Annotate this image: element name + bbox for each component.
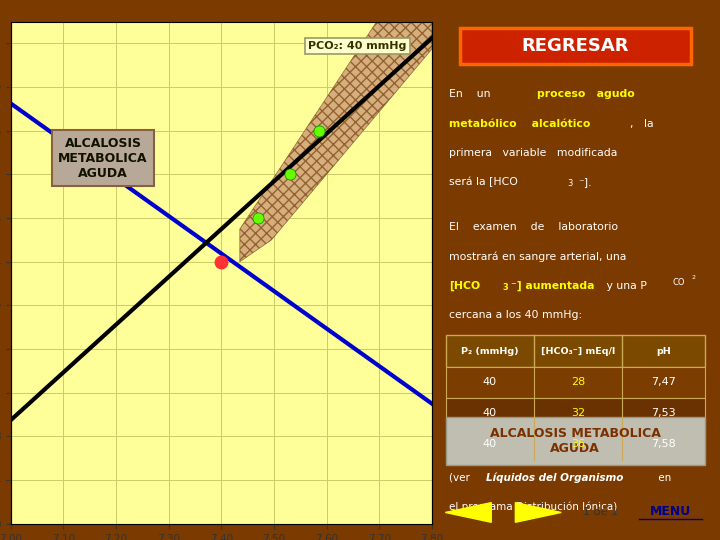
Text: 3: 3 bbox=[567, 179, 572, 188]
Text: mostrará en sangre arterial, una: mostrará en sangre arterial, una bbox=[449, 252, 626, 262]
Text: ALCALOSIS
METABOLICA
AGUDA: ALCALOSIS METABOLICA AGUDA bbox=[58, 137, 148, 180]
Text: 7,53: 7,53 bbox=[651, 408, 675, 418]
Text: proceso   agudo: proceso agudo bbox=[537, 90, 634, 99]
Polygon shape bbox=[445, 503, 491, 522]
Text: 40: 40 bbox=[483, 408, 497, 418]
Text: MENU: MENU bbox=[650, 504, 691, 517]
Text: (ver: (ver bbox=[449, 472, 473, 483]
Polygon shape bbox=[240, 22, 432, 262]
Text: 2: 2 bbox=[692, 275, 696, 280]
Text: 32: 32 bbox=[571, 408, 585, 418]
Text: metabólico    alcalótico: metabólico alcalótico bbox=[449, 118, 590, 129]
Text: ⁻] aumentada: ⁻] aumentada bbox=[511, 281, 595, 291]
Text: 7,58: 7,58 bbox=[651, 440, 675, 449]
FancyBboxPatch shape bbox=[446, 398, 705, 429]
FancyBboxPatch shape bbox=[446, 335, 705, 367]
Text: el programa Distribución Iónica): el programa Distribución Iónica) bbox=[449, 502, 617, 512]
Text: ALCALOSIS METABOLICA
AGUDA: ALCALOSIS METABOLICA AGUDA bbox=[490, 427, 661, 455]
Text: [HCO: [HCO bbox=[449, 281, 480, 291]
Text: 40: 40 bbox=[483, 377, 497, 387]
Text: pH: pH bbox=[656, 347, 670, 355]
FancyBboxPatch shape bbox=[446, 417, 705, 465]
Text: Líquidos del Organismo: Líquidos del Organismo bbox=[486, 472, 624, 483]
Text: PCO₂: 40 mmHg: PCO₂: 40 mmHg bbox=[308, 41, 407, 51]
Polygon shape bbox=[516, 503, 561, 522]
Text: 3: 3 bbox=[503, 283, 508, 292]
Text: cercana a los 40 mmHg:: cercana a los 40 mmHg: bbox=[449, 310, 582, 320]
Text: y una P: y una P bbox=[603, 281, 647, 291]
FancyBboxPatch shape bbox=[460, 28, 690, 64]
Text: El    examen    de    laboratorio: El examen de laboratorio bbox=[449, 222, 618, 233]
Text: será la [HCO: será la [HCO bbox=[449, 177, 518, 187]
Text: [HCO₃⁻] mEq/l: [HCO₃⁻] mEq/l bbox=[541, 347, 615, 355]
Text: P₂ (mmHg): P₂ (mmHg) bbox=[461, 347, 519, 355]
Text: 7,47: 7,47 bbox=[651, 377, 675, 387]
Text: 28: 28 bbox=[571, 377, 585, 387]
FancyBboxPatch shape bbox=[446, 367, 705, 398]
Text: REGRESAR: REGRESAR bbox=[521, 37, 629, 55]
Text: 40: 40 bbox=[483, 440, 497, 449]
Text: En    un: En un bbox=[449, 90, 504, 99]
Text: ,   la: , la bbox=[630, 118, 654, 129]
Text: en: en bbox=[655, 472, 671, 483]
FancyBboxPatch shape bbox=[446, 429, 705, 460]
Text: 1 de 1: 1 de 1 bbox=[582, 508, 618, 517]
Text: 36: 36 bbox=[571, 440, 585, 449]
Text: CO: CO bbox=[673, 278, 685, 287]
Text: ⁻].: ⁻]. bbox=[578, 177, 592, 187]
Text: primera   variable   modificada: primera variable modificada bbox=[449, 147, 617, 158]
